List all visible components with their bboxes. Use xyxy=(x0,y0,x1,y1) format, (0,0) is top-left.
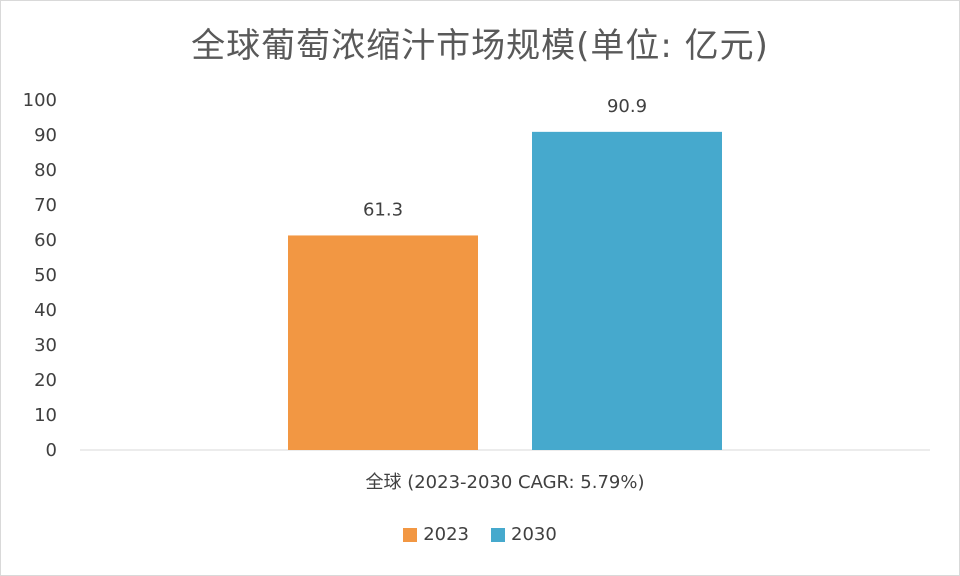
y-axis: 0 10 20 30 40 50 60 70 80 90 100 xyxy=(23,90,57,461)
y-tick-label: 10 xyxy=(34,405,57,426)
bar-2023 xyxy=(288,235,478,450)
y-tick-label: 90 xyxy=(34,125,57,146)
data-label-2030: 90.9 xyxy=(607,96,647,117)
y-tick-label: 0 xyxy=(46,440,57,461)
category-label: 全球 (2023-2030 CAGR: 5.79%) xyxy=(365,472,645,493)
y-tick-label: 20 xyxy=(34,370,57,391)
legend-label-2030: 2030 xyxy=(511,524,557,545)
legend-item-2023: 2023 xyxy=(403,524,469,545)
y-tick-label: 50 xyxy=(34,265,57,286)
legend: 2023 2030 xyxy=(0,524,960,545)
data-label-2023: 61.3 xyxy=(363,199,403,220)
y-tick-label: 30 xyxy=(34,335,57,356)
bars-group xyxy=(288,131,722,450)
y-tick-label: 40 xyxy=(34,300,57,321)
legend-item-2030: 2030 xyxy=(491,524,557,545)
y-tick-label: 70 xyxy=(34,195,57,216)
bar-2030 xyxy=(532,131,722,450)
legend-swatch-2023 xyxy=(403,527,418,542)
legend-label-2023: 2023 xyxy=(423,524,469,545)
y-tick-label: 100 xyxy=(23,90,57,111)
legend-swatch-2030 xyxy=(491,527,505,542)
y-tick-label: 80 xyxy=(34,160,57,181)
y-tick-label: 60 xyxy=(34,230,57,251)
chart-title: 全球葡萄浓缩汁市场规模(单位: 亿元) xyxy=(191,26,769,66)
data-labels-group: 61.3 90.9 xyxy=(363,96,647,221)
